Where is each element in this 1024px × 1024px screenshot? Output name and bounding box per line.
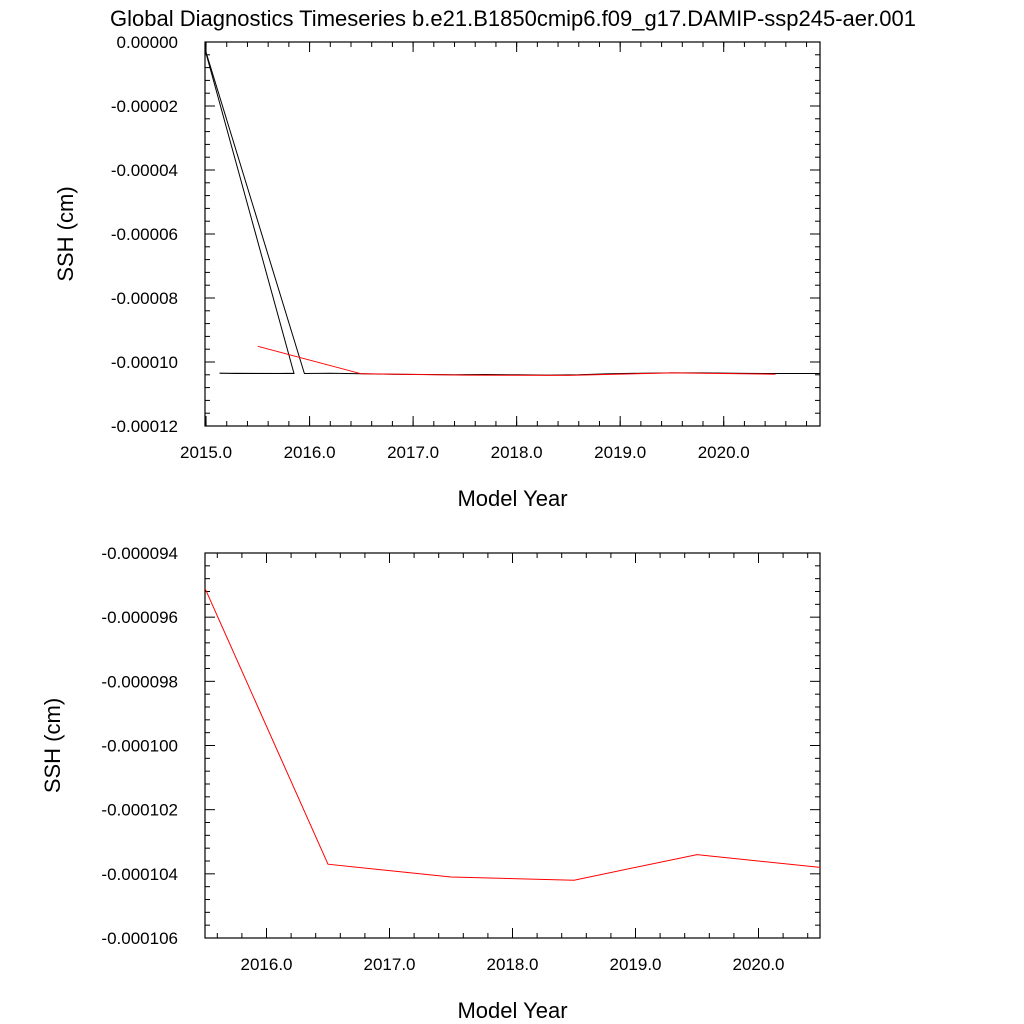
x-tick-label: 2020.0 [698, 443, 750, 462]
x-tick-label: 2020.0 [733, 955, 785, 974]
plot-frame [204, 41, 821, 427]
y-tick-label: -0.000104 [101, 865, 178, 884]
y-tick-label: -0.00004 [111, 161, 178, 180]
y-axis-title: SSH (cm) [53, 186, 78, 281]
y-tick-label: -0.00012 [111, 417, 178, 436]
series-line-1 [205, 588, 820, 881]
y-tick-label: 0.00000 [117, 33, 178, 52]
y-tick-label: -0.00006 [111, 225, 178, 244]
chart-panels: 2015.0 2016.0 2017.0 2018.0 2019.0 2020.0 0.00… [40, 33, 821, 1023]
x-axis-title: Model Year [457, 998, 567, 1023]
y-tick-label: -0.00010 [111, 353, 178, 372]
x-tick-label: 2019.0 [594, 443, 646, 462]
y-tick-label: -0.000096 [101, 608, 178, 627]
y-tick-label: -0.00002 [111, 97, 178, 116]
y-axis-title: SSH (cm) [40, 698, 65, 793]
y-tick-label: -0.00008 [111, 289, 178, 308]
x-tick-label: 2016.0 [241, 955, 293, 974]
series-line-1 [205, 47, 295, 375]
x-tick-label: 2017.0 [364, 955, 416, 974]
panel-2: 2016.0 2017.0 2018.0 2019.0 2020.0 -0.000094 -… [40, 544, 821, 1023]
x-tick-label: 2016.0 [284, 443, 336, 462]
x-tick-label: 2019.0 [610, 955, 662, 974]
x-axis-title: Model Year [457, 486, 567, 511]
plot-frame [204, 552, 821, 939]
y-tick-label: -0.000106 [101, 929, 178, 948]
panel-1: 2015.0 2016.0 2017.0 2018.0 2019.0 2020.0 0.00… [53, 33, 821, 511]
x-tick-label: 2017.0 [387, 443, 439, 462]
y-tick-label: -0.000094 [101, 544, 178, 563]
figure-title: Global Diagnostics Timeseries b.e21.B185… [110, 6, 916, 31]
series-line-3 [257, 345, 776, 376]
x-tick-label: 2015.0 [180, 443, 232, 462]
x-tick-label: 2018.0 [491, 443, 543, 462]
y-tick-label: -0.000102 [101, 801, 178, 820]
y-tick-label: -0.000098 [101, 672, 178, 691]
series-line-2 [205, 47, 820, 376]
x-tick-label: 2018.0 [487, 955, 539, 974]
y-tick-label: -0.000100 [101, 737, 178, 756]
